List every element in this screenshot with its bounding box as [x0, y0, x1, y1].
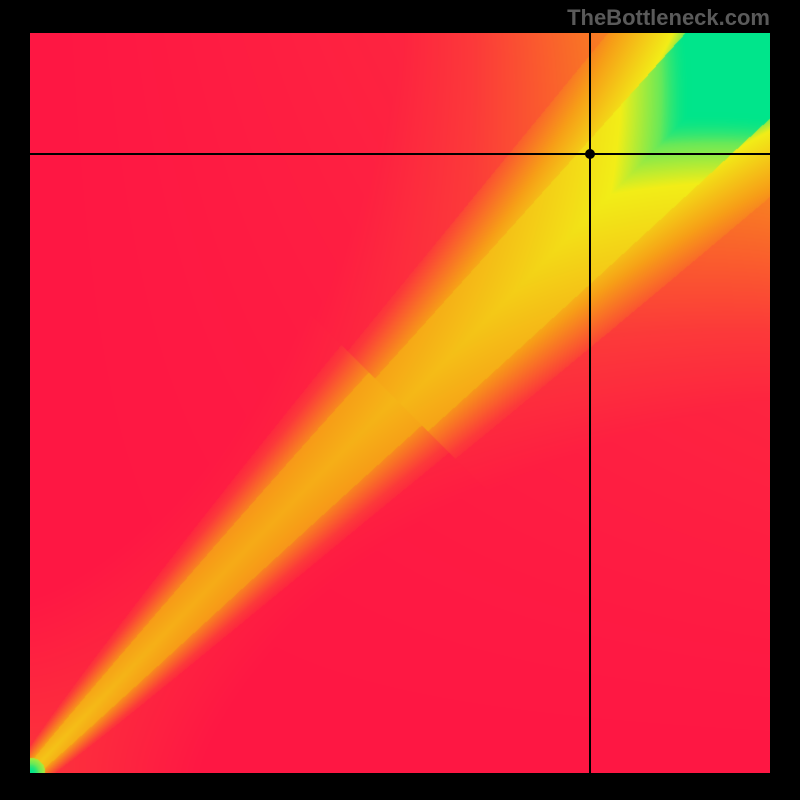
heatmap-canvas — [30, 33, 770, 773]
watermark-text: TheBottleneck.com — [567, 5, 770, 31]
chart-container: TheBottleneck.com — [0, 0, 800, 800]
crosshair-horizontal — [30, 153, 770, 155]
heatmap-plot — [30, 33, 770, 773]
crosshair-vertical — [589, 33, 591, 773]
crosshair-marker — [585, 149, 595, 159]
